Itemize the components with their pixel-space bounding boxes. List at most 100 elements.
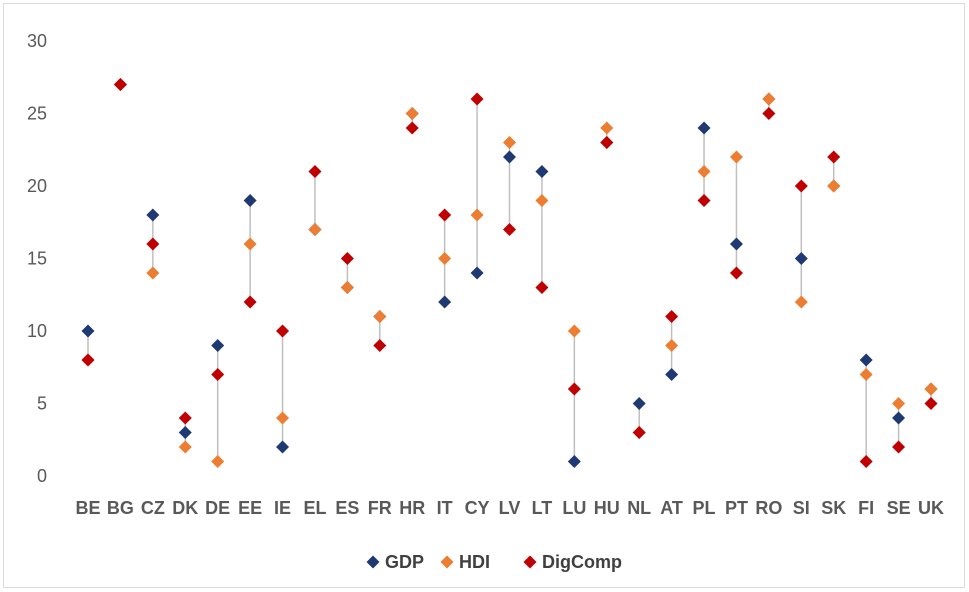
marker-gdp [632, 397, 646, 410]
marker-digcomp [308, 165, 322, 178]
marker-digcomp [211, 368, 225, 381]
x-tick-label: EL [303, 498, 326, 518]
marker-digcomp [178, 411, 192, 425]
legend-marker-gdp [366, 555, 380, 569]
x-tick-label: UK [918, 498, 944, 518]
marker-digcomp [892, 440, 906, 454]
marker-hdi [762, 92, 776, 106]
marker-gdp [276, 440, 290, 454]
legend-label-digcomp: DigComp [542, 552, 622, 572]
marker-hdi [600, 121, 614, 135]
x-tick-label: SK [821, 498, 846, 518]
x-tick-label: SI [793, 498, 810, 518]
marker-digcomp [405, 121, 419, 135]
x-tick-label: AT [660, 498, 683, 518]
marker-hdi [729, 150, 743, 164]
legend-marker-hdi [440, 555, 454, 569]
marker-hdi [697, 165, 711, 178]
legend-marker-digcomp [523, 555, 537, 569]
marker-hdi [438, 252, 452, 265]
marker-digcomp [535, 281, 549, 294]
marker-gdp [892, 411, 906, 425]
marker-hdi [794, 295, 808, 309]
x-tick-label: PT [725, 498, 748, 518]
marker-digcomp [146, 237, 160, 251]
marker-digcomp [243, 295, 257, 309]
x-tick-label: FR [368, 498, 392, 518]
marker-digcomp [762, 107, 776, 120]
marker-gdp [729, 237, 743, 251]
marker-gdp [697, 121, 711, 135]
marker-gdp [243, 194, 257, 207]
marker-gdp [794, 252, 808, 265]
marker-digcomp [438, 208, 452, 222]
legend-label-gdp: GDP [385, 552, 424, 572]
marker-digcomp [276, 324, 290, 338]
x-tick-label: CY [465, 498, 490, 518]
marker-hdi [373, 310, 387, 323]
marker-hdi [470, 208, 484, 222]
x-tick-label: DE [205, 498, 230, 518]
x-tick-label: DK [172, 498, 198, 518]
marker-gdp [567, 455, 581, 468]
marker-hdi [405, 107, 419, 120]
marker-gdp [503, 150, 516, 164]
y-tick-label: 10 [27, 321, 47, 341]
marker-hdi [308, 223, 322, 236]
marker-digcomp [567, 382, 581, 396]
x-tick-label: EE [238, 498, 262, 518]
y-tick-label: 5 [37, 394, 47, 414]
x-tick-label: FI [858, 498, 874, 518]
marker-digcomp [859, 455, 873, 468]
x-tick-label: LT [532, 498, 553, 518]
marker-gdp [665, 368, 679, 381]
x-tick-label: HU [594, 498, 620, 518]
marker-digcomp [81, 353, 95, 367]
y-tick-label: 30 [27, 31, 47, 51]
marker-digcomp [665, 310, 679, 323]
marker-digcomp [503, 223, 516, 236]
marker-digcomp [794, 179, 808, 193]
x-tick-label: SE [887, 498, 911, 518]
marker-gdp [438, 295, 452, 309]
x-tick-label: IE [274, 498, 291, 518]
x-tick-label: CZ [141, 498, 165, 518]
marker-hdi [892, 397, 906, 410]
marker-digcomp [632, 426, 646, 439]
legend-label-hdi: HDI [459, 552, 490, 572]
marker-hdi [243, 237, 257, 251]
marker-digcomp [827, 150, 841, 164]
marker-digcomp [600, 136, 614, 149]
marker-gdp [211, 339, 225, 352]
y-tick-label: 15 [27, 249, 47, 269]
y-axis: 0 5 10 15 20 25 30 [27, 31, 47, 486]
marker-hdi [503, 136, 516, 149]
y-tick-label: 0 [37, 466, 47, 486]
marker-hdi [535, 194, 549, 207]
data-markers [81, 78, 938, 468]
x-tick-label: BG [107, 498, 134, 518]
x-tick-label: NL [627, 498, 651, 518]
marker-gdp [178, 426, 192, 439]
marker-hdi [146, 266, 160, 280]
marker-hdi [827, 179, 841, 193]
x-tick-label: BE [75, 498, 100, 518]
legend: GDP HDI DigComp [366, 552, 622, 572]
marker-digcomp [470, 92, 484, 106]
marker-digcomp [340, 252, 354, 265]
y-tick-label: 25 [27, 104, 47, 124]
marker-hdi [178, 440, 192, 454]
marker-digcomp [697, 194, 711, 207]
x-tick-label: HR [399, 498, 425, 518]
marker-gdp [470, 266, 484, 280]
x-axis: BE BG CZ DK DE EE IE EL ES FR HR IT CY LV LT LU HU NL AT PL… [75, 498, 944, 518]
marker-gdp [535, 165, 549, 178]
marker-digcomp [729, 266, 743, 280]
marker-digcomp [924, 397, 938, 410]
marker-hdi [567, 324, 581, 338]
x-tick-label: PL [693, 498, 716, 518]
x-tick-label: RO [755, 498, 782, 518]
chart-frame [3, 3, 965, 588]
x-tick-label: ES [335, 498, 359, 518]
